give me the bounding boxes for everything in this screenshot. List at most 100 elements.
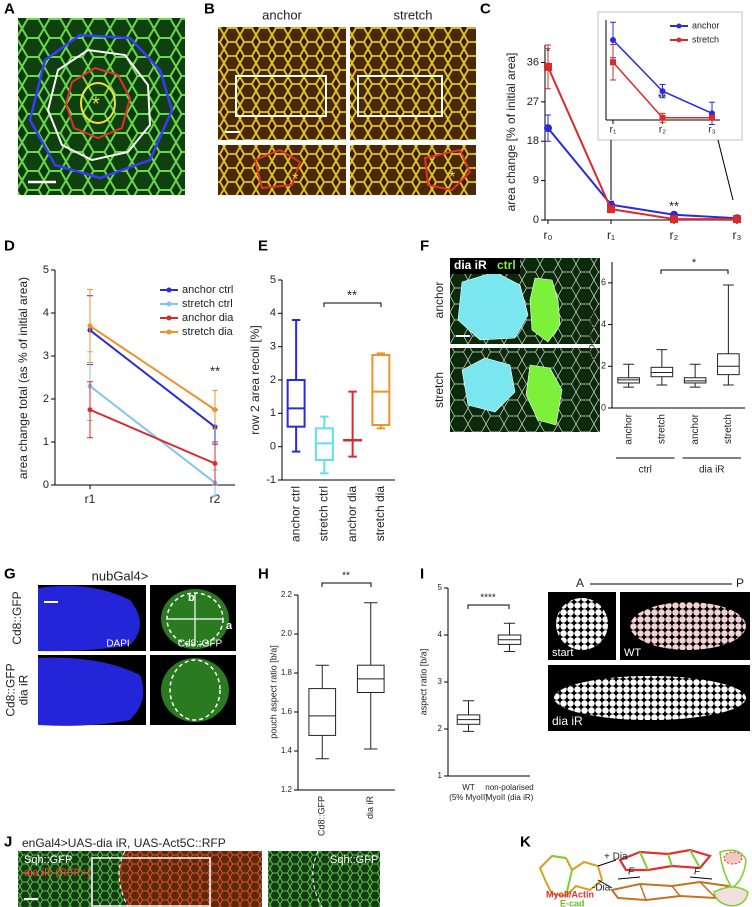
marker	[733, 215, 741, 224]
y-axis-label: area change [% of initial area]	[504, 53, 518, 212]
marker	[87, 407, 93, 413]
asterisk: *	[92, 93, 100, 115]
clone	[457, 271, 529, 341]
y-tick-label: 5	[438, 583, 443, 592]
x-tick-label: r₃	[733, 228, 742, 242]
y-tick-label: 4	[438, 630, 443, 639]
boundary	[312, 850, 323, 907]
x-tick-label: anchor	[623, 413, 634, 444]
legend-label: stretch	[692, 34, 719, 44]
clone	[525, 364, 563, 426]
x-tick-label: non-polarised	[485, 783, 533, 792]
diagram-label: MyoII/Actin	[546, 889, 594, 899]
x-tick-label: anchor dia	[345, 486, 359, 542]
y-tick-label: 6	[601, 277, 606, 287]
inset-box	[235, 75, 327, 117]
y-tick-label: 3	[270, 341, 276, 353]
diagram-label: -Dia	[592, 883, 611, 894]
significance: **	[347, 287, 357, 302]
row-label: Cd8::GFP	[4, 663, 18, 716]
whisker-high	[656, 349, 668, 368]
x-tick-label: WT	[462, 783, 475, 792]
whisker-low	[656, 376, 668, 386]
rfp-region	[119, 851, 262, 907]
series-line	[547, 127, 738, 220]
outline	[28, 33, 174, 180]
row-label: Cd8::GFP	[10, 591, 24, 644]
diagram-label: F	[694, 867, 701, 878]
legend-label: dia iR	[454, 258, 487, 272]
arrow	[597, 859, 617, 867]
legend-marker	[166, 301, 172, 307]
panel-label: J	[4, 833, 12, 850]
whisker-high	[291, 319, 301, 380]
row-label: dia iR	[17, 674, 31, 705]
y-tick-label: 9	[533, 175, 539, 187]
inset-connectors	[597, 11, 743, 201]
group-label: dia iR	[699, 465, 725, 476]
panel-labels: A B C D E F G H I J K	[4, 0, 531, 850]
pouch	[723, 851, 743, 865]
outline	[64, 66, 132, 140]
tissue	[630, 602, 746, 650]
series-line	[89, 329, 216, 428]
boundary	[118, 850, 129, 907]
marker	[610, 59, 616, 66]
x-tick-label: dia iR	[365, 796, 375, 820]
y-axis-label: aspect ratio	[587, 309, 598, 361]
box	[717, 353, 740, 376]
panel-label: C	[480, 0, 491, 17]
y-tick-label: 1.2	[281, 785, 293, 794]
whisker-low	[722, 374, 734, 386]
row-label: anchor	[432, 282, 446, 319]
clone	[529, 277, 561, 343]
column-label: anchor	[262, 7, 302, 22]
cells	[618, 848, 712, 872]
channel-label: Sqh::GFP	[330, 854, 378, 866]
y-tick-label: 2.2	[281, 590, 293, 599]
diagram-label: E-cad	[560, 898, 585, 907]
micrograph	[18, 18, 185, 195]
panel-title: nubGal4>	[92, 568, 149, 583]
axis-label: a	[226, 620, 233, 632]
inset-box	[357, 75, 443, 117]
legend-box	[450, 258, 520, 274]
y-tick-label: 1.4	[281, 746, 293, 755]
wing-disc	[713, 886, 749, 907]
cells	[639, 849, 701, 871]
box	[683, 377, 707, 384]
marker	[709, 114, 715, 121]
group-label: ctrl	[639, 465, 652, 476]
y-tick-label: 3	[438, 677, 443, 686]
x-tick-label: r₁	[610, 125, 617, 136]
x-tick-label: anchor ctrl	[288, 486, 302, 542]
panel-label: E	[258, 237, 268, 254]
x-tick-label: r₂	[659, 125, 666, 136]
y-tick-label: 2	[43, 393, 49, 405]
channel-label: Cd8::GFP	[178, 639, 223, 650]
y-tick-label: 4	[270, 307, 276, 319]
y-tick-label: 0	[270, 441, 276, 453]
marker	[544, 62, 552, 71]
panel-a-image: *	[18, 18, 185, 195]
legend-label: anchor	[692, 20, 720, 30]
box	[308, 688, 337, 736]
channel-label: dia iR (RFP+)	[24, 867, 91, 879]
y-tick-label: 1	[438, 771, 443, 780]
y-tick-label: 2	[601, 361, 606, 371]
asterisk: *	[449, 169, 455, 186]
y-tick-label: 3	[43, 350, 49, 362]
panel-label: G	[4, 565, 16, 582]
y-tick-label: 5	[43, 264, 49, 276]
y-axis-label: area change total (as % of initial area)	[16, 277, 30, 479]
whisker-low	[364, 692, 378, 750]
panel-title: enGal4>UAS-dia iR, UAS-Act5C::RFP	[22, 836, 226, 850]
whisker-low	[315, 735, 329, 760]
micrograph	[350, 145, 476, 195]
state-label: dia iR	[552, 714, 583, 728]
legend-label: anchor dia	[182, 312, 234, 324]
outline	[253, 148, 302, 190]
cells	[610, 880, 731, 902]
whisker-high	[623, 363, 635, 378]
y-tick-label: 4	[601, 319, 606, 329]
